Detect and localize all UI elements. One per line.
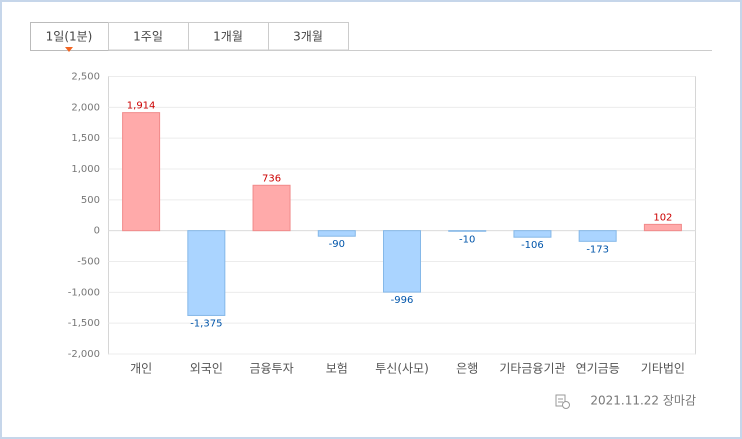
footer-icon [555, 394, 570, 409]
active-tab-marker [65, 47, 73, 52]
tab-label[interactable]: 1개월 [213, 30, 243, 44]
x-tick-label: 기타법인 [641, 362, 685, 376]
value-label: 102 [653, 212, 672, 223]
tab-label[interactable]: 3개월 [293, 30, 323, 44]
x-tick-label: 보험 [326, 362, 348, 376]
y-tick-label: 1,500 [71, 133, 100, 144]
value-label: 736 [262, 173, 281, 184]
value-label: -173 [586, 244, 609, 255]
tab-label[interactable]: 1주일 [133, 30, 163, 44]
tab-label[interactable]: 1일(1분) [46, 30, 93, 44]
y-tick-label: 0 [94, 226, 100, 237]
value-label: -90 [329, 239, 345, 250]
grid: -2,000 -1,500 -1,000 -500 0 500 1,000 1,500 2,00… [68, 72, 696, 360]
y-tick-label: -1,500 [68, 318, 100, 329]
bar [252, 184, 291, 232]
x-tick-label: 투신(사모) [375, 362, 429, 376]
y-tick-label: -1,000 [68, 287, 100, 298]
bar [578, 230, 617, 242]
bar [643, 223, 682, 232]
bar [187, 230, 226, 316]
bars: 개인 1,914 외국인 -1,375 금융투자 736 보험 -90 투신(사모) -996 은행… [122, 101, 685, 376]
tab[interactable] [188, 22, 269, 51]
value-label: 1,914 [127, 101, 156, 112]
footer-text: 2021.11.22 장마감 [590, 394, 696, 408]
x-tick-label: 외국인 [190, 362, 223, 376]
bar [383, 230, 421, 293]
value-label: -10 [459, 235, 475, 246]
x-tick-label: 기타금융기관 [499, 362, 565, 376]
y-tick-label: -500 [77, 257, 100, 268]
y-tick-label: 2,500 [71, 72, 100, 83]
value-label: -106 [521, 240, 544, 251]
bar [122, 112, 161, 232]
tab[interactable] [268, 22, 349, 51]
bar [448, 230, 487, 232]
value-label: -1,375 [190, 318, 222, 329]
x-tick-label: 금융투자 [249, 362, 293, 376]
bar [513, 230, 552, 238]
y-tick-label: 2,000 [71, 102, 100, 113]
tab[interactable] [108, 22, 189, 51]
x-tick-label: 연기금등 [576, 362, 620, 376]
y-tick-label: 1,000 [71, 164, 100, 175]
tabs: 1일(1분) 1주일 1개월 3개월 [30, 22, 349, 52]
x-tick-label: 개인 [130, 362, 152, 376]
value-label: -996 [391, 295, 414, 306]
bar [317, 230, 356, 237]
x-tick-label: 은행 [456, 361, 478, 376]
y-tick-label: 500 [81, 195, 100, 206]
y-tick-label: -2,000 [68, 349, 100, 360]
